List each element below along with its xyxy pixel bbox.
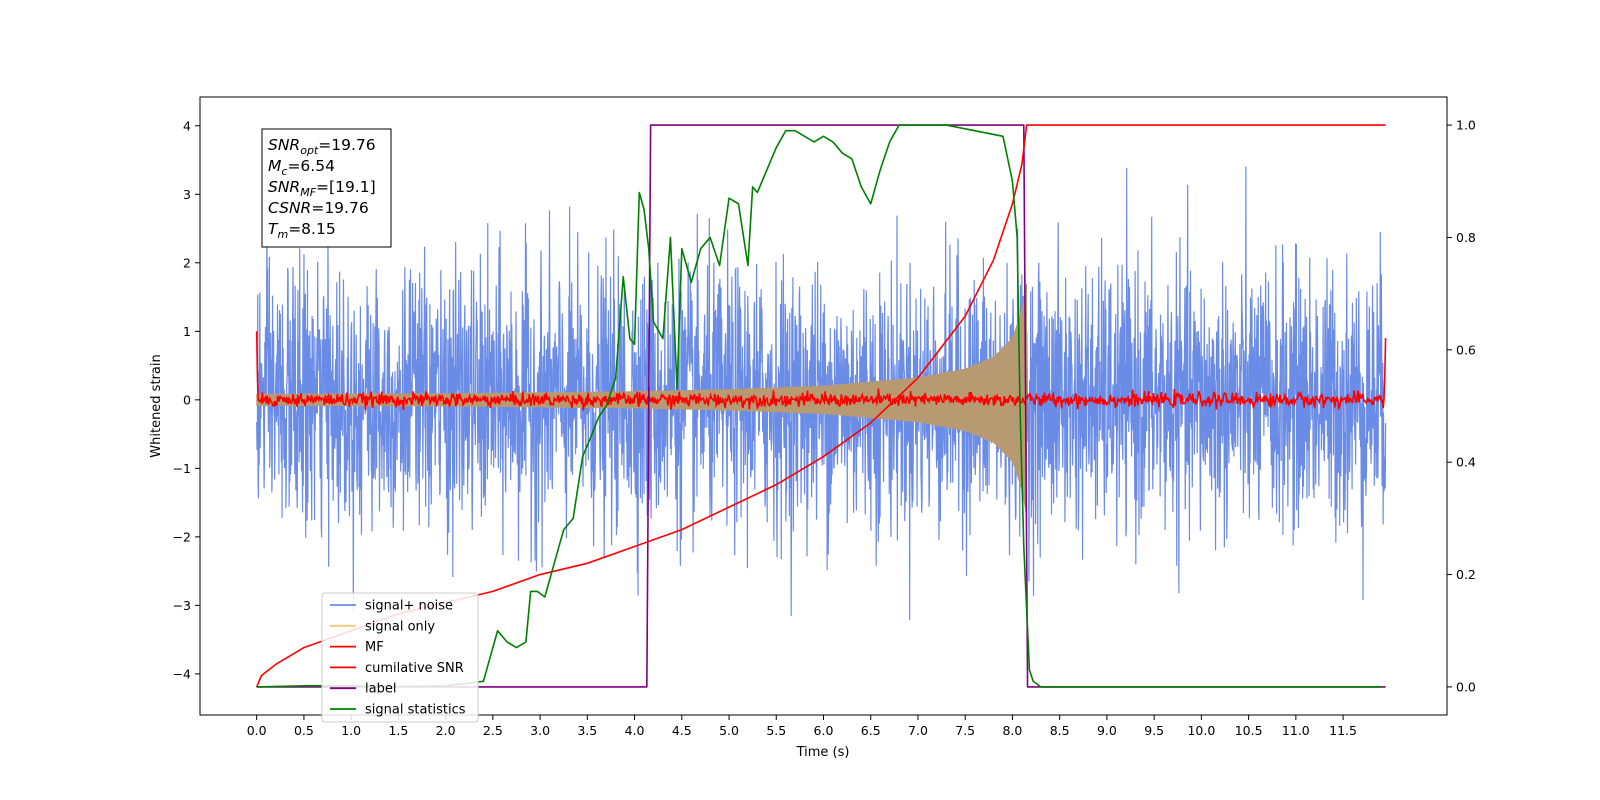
legend-label: MF [365,640,384,655]
x-tick-label: 5.5 [766,723,786,738]
x-tick-label: 4.0 [625,723,645,738]
y-left-tick-label: 1 [183,324,191,339]
x-tick-label: 0.0 [247,723,267,738]
y-left-tick-label: 4 [183,118,191,133]
y-left-tick-label: 3 [183,187,191,202]
x-tick-label: 11.5 [1329,723,1357,738]
x-tick-label: 7.0 [908,723,928,738]
x-axis-label: Time (s) [796,745,850,760]
x-tick-label: 0.5 [294,723,314,738]
legend-label: signal statistics [365,703,466,718]
annotation-box: SNRopt=19.76Mc=6.54SNRMF=[19.1]CSNR=19.7… [261,128,392,248]
y-left-tick-label: −1 [173,461,191,476]
y-axis-label: Whitened strain [149,354,164,457]
legend-label: label [365,682,396,697]
y-left-tick-label: 2 [183,255,191,270]
y-right-tick-label: 0.0 [1456,679,1476,694]
annotation-line: SNRopt=19.76 [268,136,376,157]
series-signal-statistics [256,124,1381,688]
annotation-line: Mc=6.54 [268,157,335,178]
x-axis: 0.0 0.5 1.0 1.5 2.0 2.5 3.0 3.5 4.0 4.5 5.0 5.5 6.0 6… [247,715,1357,738]
y-axis-right: 1.0 0.8 0.6 0.4 0.2 0.0 [1447,118,1476,694]
x-tick-label: 9.5 [1144,723,1164,738]
x-tick-label: 8.5 [1050,723,1070,738]
x-tick-label: 2.5 [483,723,503,738]
legend-label: signal only [365,619,435,634]
x-tick-label: 9.0 [1097,723,1117,738]
x-tick-label: 5.0 [719,723,739,738]
y-left-tick-label: −4 [173,666,191,681]
x-tick-label: 11.0 [1282,723,1310,738]
annotation-line: SNRMF=[19.1] [268,178,376,199]
x-tick-label: 6.0 [814,723,834,738]
legend-label: signal+ noise [365,599,453,614]
annotation-line: Tm=8.15 [268,220,336,241]
y-right-tick-label: 0.8 [1456,230,1476,245]
y-axis-left: 4 3 2 1 0 −1 −2 −3 −4 [173,118,200,681]
x-tick-label: 1.5 [388,723,408,738]
x-tick-label: 3.0 [530,723,550,738]
x-tick-label: 6.5 [861,723,881,738]
y-right-tick-label: 0.4 [1456,455,1476,470]
series-signal-noise [256,166,1387,620]
x-tick-label: 4.5 [672,723,692,738]
annotation-frame [261,128,392,248]
y-right-tick-label: 0.6 [1456,342,1476,357]
x-tick-label: 10.5 [1235,723,1263,738]
x-tick-label: 1.0 [341,723,361,738]
x-tick-label: 2.0 [436,723,456,738]
y-right-tick-label: 1.0 [1456,118,1476,133]
series-mf [255,331,1387,411]
y-left-tick-label: −2 [173,529,191,544]
annotation-line: CSNR=19.76 [268,199,369,217]
y-left-tick-label: 0 [183,392,191,407]
x-tick-label: 7.5 [955,723,975,738]
x-tick-label: 8.0 [1002,723,1022,738]
legend: signal+ noise signal only MF cumilative SNR… [321,592,479,723]
x-tick-label: 3.5 [577,723,597,738]
y-right-tick-label: 0.2 [1456,567,1476,582]
y-left-tick-label: −3 [173,598,191,613]
legend-frame [321,592,479,723]
x-tick-label: 10.0 [1187,723,1215,738]
legend-label: cumilative SNR [365,661,464,676]
